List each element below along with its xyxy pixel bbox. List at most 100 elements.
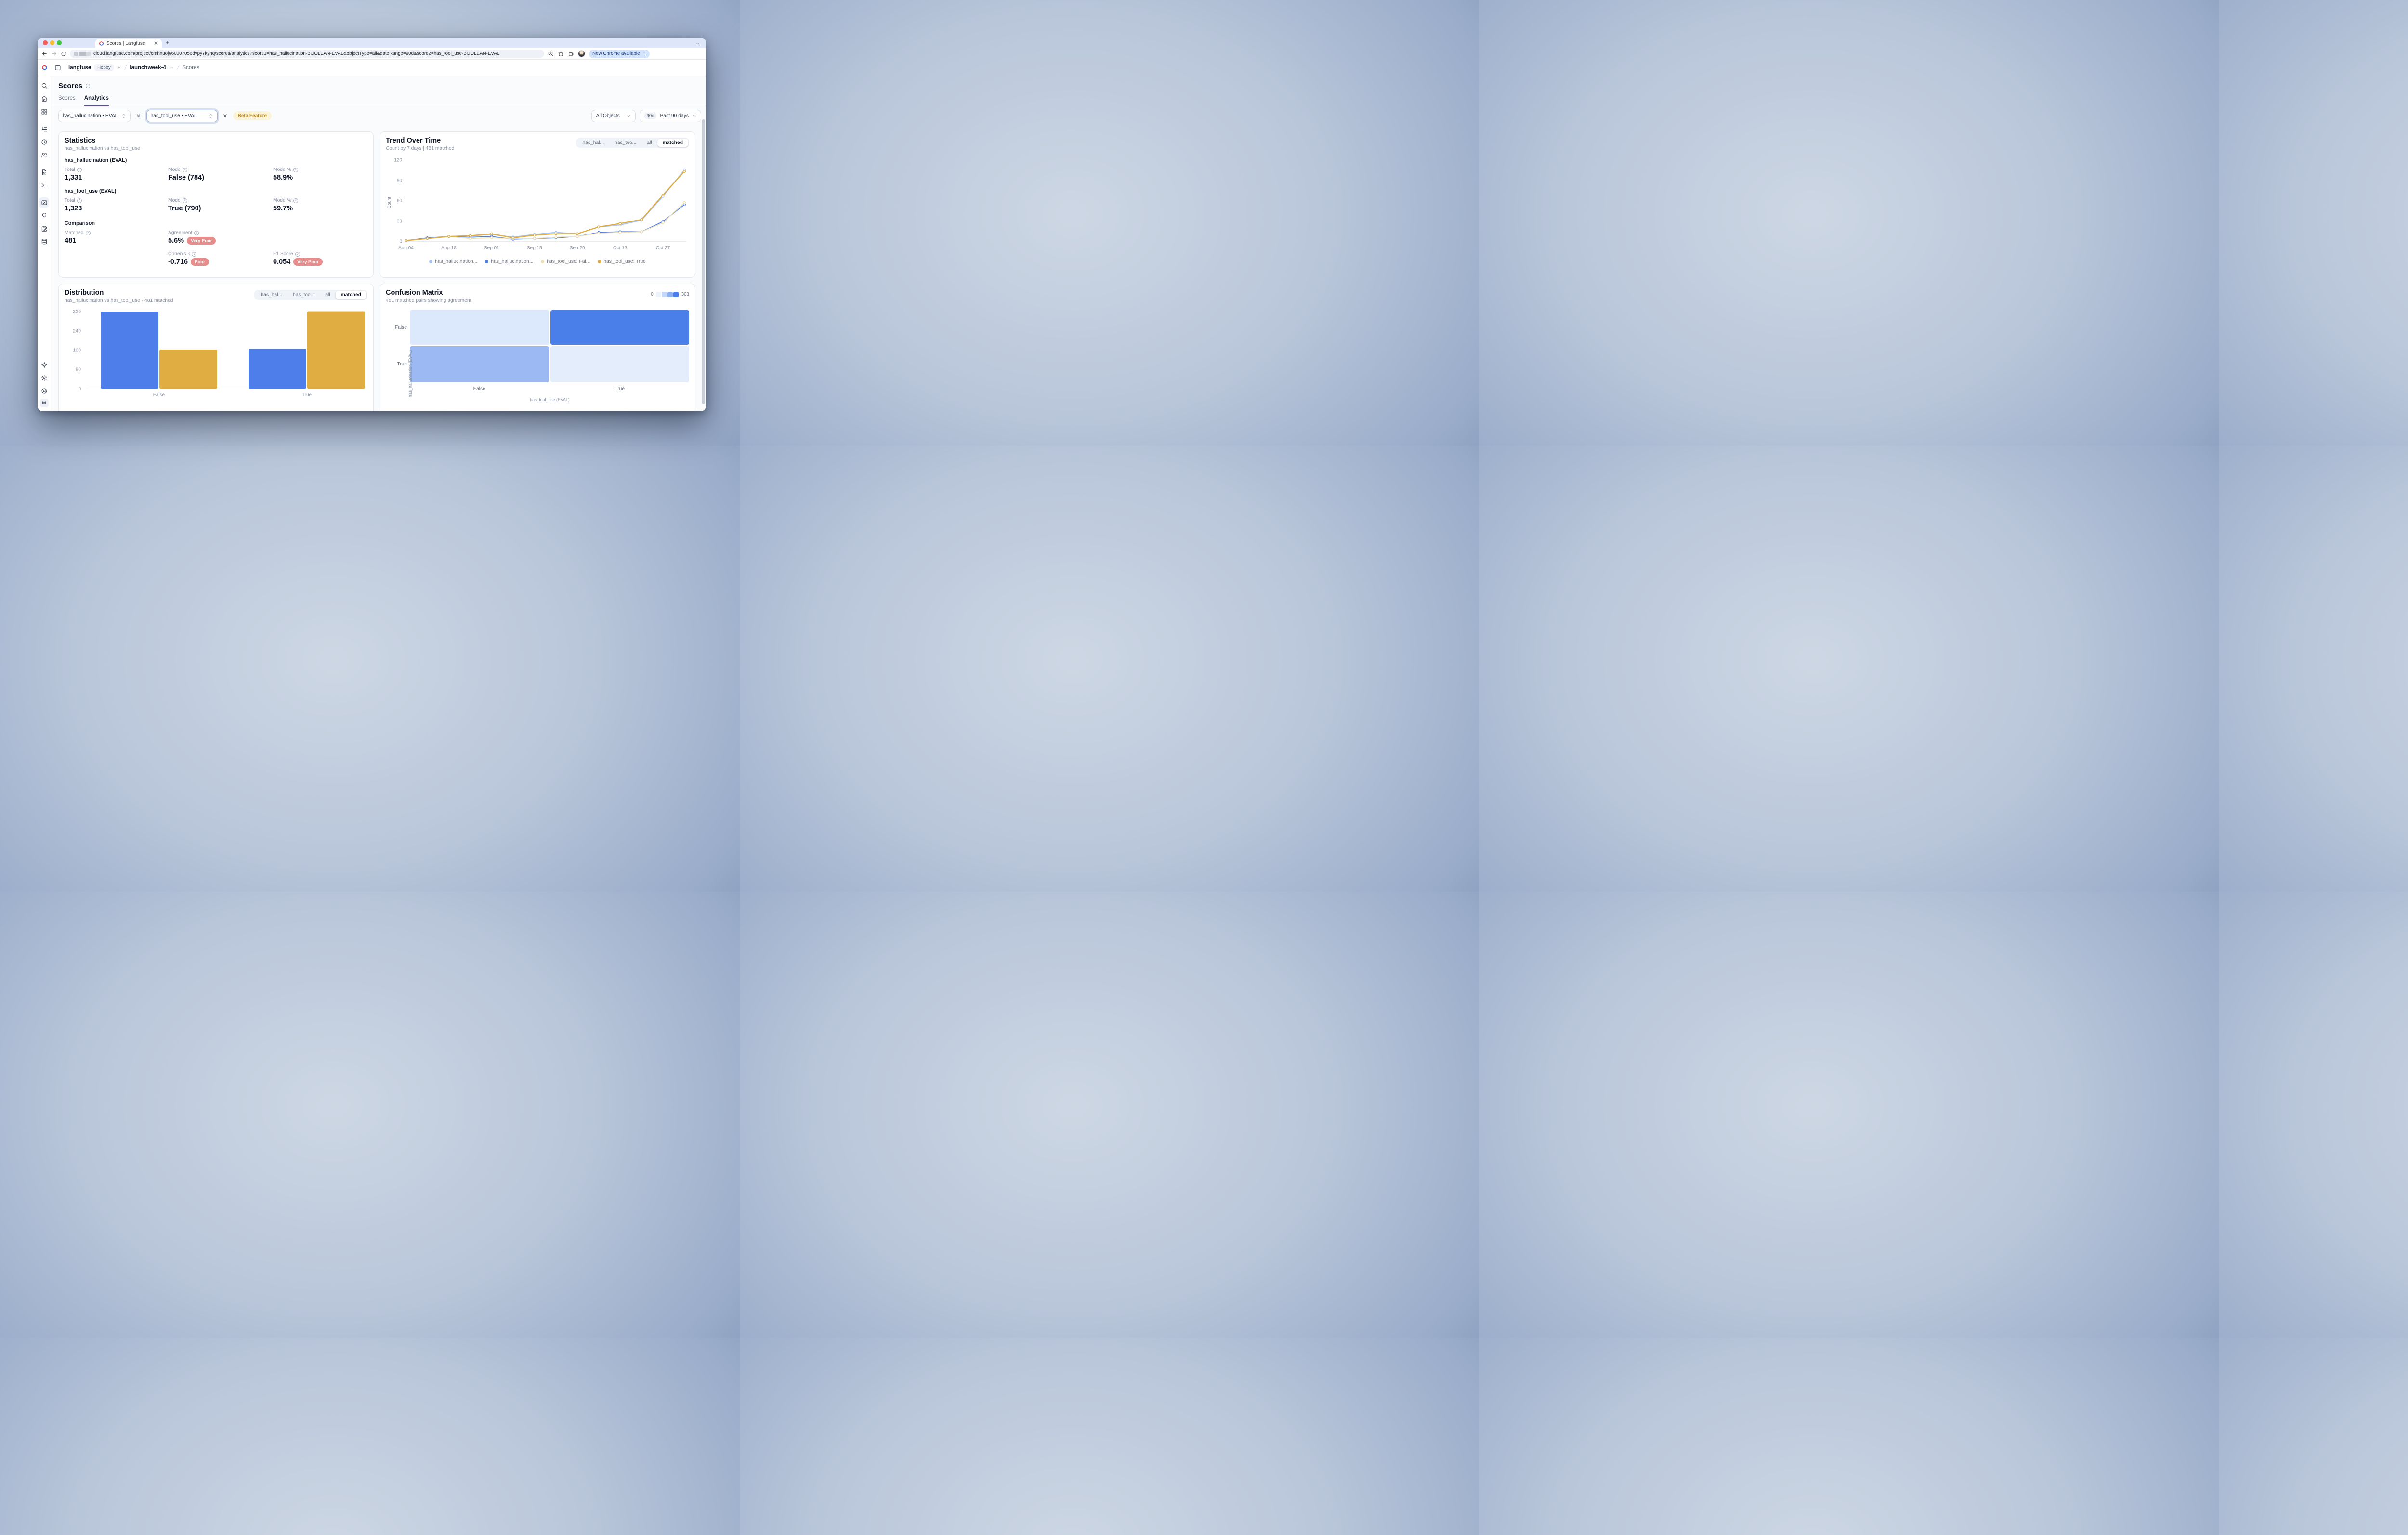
langfuse-logo[interactable] bbox=[41, 65, 48, 71]
bookmark-star-icon[interactable] bbox=[558, 51, 564, 57]
prompts-file-code-icon[interactable] bbox=[39, 167, 49, 177]
help-icon: ? bbox=[182, 167, 187, 172]
metric-value: False (784) bbox=[168, 174, 204, 182]
svg-text:Oct 13: Oct 13 bbox=[613, 246, 628, 251]
statistics-panel: Statistics has_hallucination vs has_tool… bbox=[58, 131, 374, 278]
breadcrumb-project[interactable]: launchweek-4 bbox=[130, 65, 166, 71]
remove-score1-icon[interactable]: ✕ bbox=[136, 112, 141, 119]
legend-dot bbox=[485, 260, 489, 263]
extensions-puzzle-icon[interactable] bbox=[568, 51, 574, 57]
svg-text:120: 120 bbox=[394, 158, 402, 163]
scores-icon[interactable] bbox=[39, 197, 49, 208]
distribution-panel: Distribution has_hallucination vs has_to… bbox=[58, 284, 374, 411]
legend-label: has_tool_use: True bbox=[603, 259, 646, 264]
users-icon[interactable] bbox=[39, 150, 49, 160]
ask-ai-sparkle-icon[interactable] bbox=[39, 360, 49, 370]
close-window-button[interactable] bbox=[43, 40, 48, 45]
confusion-matrix-panel: Confusion Matrix 481 matched pairs showi… bbox=[380, 284, 695, 411]
section-heading: has_hallucination (EVAL) bbox=[65, 157, 127, 163]
score1-select[interactable]: has_hallucination • EVAL bbox=[58, 109, 131, 122]
scale-swatch bbox=[661, 292, 667, 297]
minimize-window-button[interactable] bbox=[50, 40, 54, 45]
svg-text:240: 240 bbox=[73, 329, 81, 334]
metric-label: Mode bbox=[168, 198, 181, 203]
distribution-toggle-score2[interactable]: has_too... bbox=[293, 292, 315, 298]
sessions-clock-icon[interactable] bbox=[39, 137, 49, 147]
scale-max: 303 bbox=[681, 292, 689, 297]
statistics-title: Statistics bbox=[65, 137, 96, 144]
help-icon: ? bbox=[77, 198, 82, 203]
page-title: Scores bbox=[58, 82, 83, 90]
browser-tab[interactable]: Scores | Langfuse ✕ bbox=[95, 39, 162, 48]
metric-label: Mode % bbox=[273, 198, 291, 203]
support-lifebuoy-icon[interactable] bbox=[39, 386, 49, 396]
update-chrome-button[interactable]: New Chrome available ⋮ bbox=[589, 49, 650, 58]
browser-tab-strip: Scores | Langfuse ✕ + ⌄ bbox=[38, 38, 706, 48]
score2-select[interactable]: has_tool_use • EVAL bbox=[146, 109, 218, 122]
breadcrumb-org[interactable]: langfuse bbox=[68, 65, 92, 71]
zoom-icon[interactable] bbox=[548, 51, 554, 57]
home-icon[interactable] bbox=[39, 93, 49, 104]
distribution-title: Distribution bbox=[65, 289, 104, 297]
svg-text:60: 60 bbox=[397, 198, 403, 204]
lightbulb-icon[interactable] bbox=[39, 210, 49, 221]
new-tab-button[interactable]: + bbox=[166, 39, 170, 46]
metric-value: 59.7% bbox=[273, 205, 293, 212]
tab-title: Scores | Langfuse bbox=[106, 40, 145, 46]
matrix-cell-true-false[interactable] bbox=[410, 346, 549, 382]
org-chevron-down-icon[interactable] bbox=[117, 65, 121, 70]
remove-score2-icon[interactable]: ✕ bbox=[222, 112, 228, 119]
score2-value: has_tool_use • EVAL bbox=[150, 113, 197, 118]
sidebar-toggle-icon[interactable] bbox=[54, 65, 61, 71]
trend-toggle-matched[interactable]: matched bbox=[657, 139, 688, 147]
svg-text:Count: Count bbox=[387, 197, 392, 209]
info-icon[interactable] bbox=[85, 83, 91, 89]
rating-badge: Poor bbox=[191, 258, 209, 266]
help-icon: ? bbox=[85, 230, 91, 235]
profile-avatar[interactable] bbox=[578, 50, 585, 57]
distribution-toggle-all[interactable]: all bbox=[325, 292, 330, 298]
distribution-toggle-score1[interactable]: has_hal... bbox=[261, 292, 283, 298]
date-range-select[interactable]: 90d Past 90 days bbox=[639, 109, 701, 122]
trend-toggle-score1[interactable]: has_hal... bbox=[582, 140, 604, 145]
annotation-clipboard-icon[interactable] bbox=[39, 223, 49, 234]
matrix-cell-false-true[interactable] bbox=[550, 310, 689, 345]
back-icon[interactable] bbox=[41, 51, 48, 57]
metric-value: -0.716 bbox=[168, 258, 188, 266]
rating-badge: Very Poor bbox=[293, 258, 323, 266]
app-sidebar: M bbox=[38, 76, 51, 411]
page-scrollbar[interactable] bbox=[702, 119, 705, 408]
settings-gear-icon[interactable] bbox=[39, 373, 49, 383]
browser-menu-icon[interactable]: ⋮ bbox=[641, 51, 647, 56]
tab-close-icon[interactable]: ✕ bbox=[153, 40, 158, 47]
trend-toggle-score2[interactable]: has_too... bbox=[615, 140, 637, 145]
user-avatar[interactable]: M bbox=[39, 399, 49, 407]
statistics-subtitle: has_hallucination vs has_tool_use bbox=[65, 146, 140, 151]
svg-text:Aug 04: Aug 04 bbox=[398, 246, 414, 251]
zoom-window-button[interactable] bbox=[57, 40, 62, 45]
breadcrumb-page[interactable]: Scores bbox=[182, 65, 200, 71]
legend-dot bbox=[598, 260, 602, 263]
confusion-x-axis-label: has_tool_use (EVAL) bbox=[530, 397, 570, 402]
object-type-select[interactable]: All Objects bbox=[591, 109, 636, 122]
tab-scores[interactable]: Scores bbox=[58, 95, 76, 101]
trend-toggle-all[interactable]: all bbox=[647, 140, 652, 145]
distribution-toggle-matched[interactable]: matched bbox=[335, 291, 366, 299]
app-header: langfuse Hobby / launchweek-4 / Scores bbox=[38, 60, 706, 76]
address-input[interactable]: cloud.langfuse.com/project/cmhnuoj660007… bbox=[70, 50, 544, 58]
tab-search-chevron-icon[interactable]: ⌄ bbox=[695, 40, 700, 45]
project-chevron-down-icon[interactable] bbox=[170, 65, 174, 70]
trend-view-toggle: has_hal... has_too... all matched bbox=[576, 138, 689, 148]
datasets-database-icon[interactable] bbox=[39, 236, 49, 247]
playground-terminal-icon[interactable] bbox=[39, 180, 49, 190]
dashboards-grid-icon[interactable] bbox=[39, 106, 49, 117]
tracing-tree-icon[interactable] bbox=[39, 124, 49, 134]
chevron-down-icon bbox=[627, 114, 631, 118]
browser-window: Scores | Langfuse ✕ + ⌄ cloud.langfuse.c… bbox=[38, 38, 706, 411]
refresh-icon[interactable] bbox=[61, 51, 66, 57]
forward-icon[interactable] bbox=[51, 51, 57, 57]
tab-analytics[interactable]: Analytics bbox=[84, 95, 109, 106]
search-icon[interactable] bbox=[39, 80, 49, 91]
matrix-cell-false-false[interactable] bbox=[410, 310, 549, 345]
matrix-cell-true-true[interactable] bbox=[550, 346, 689, 382]
